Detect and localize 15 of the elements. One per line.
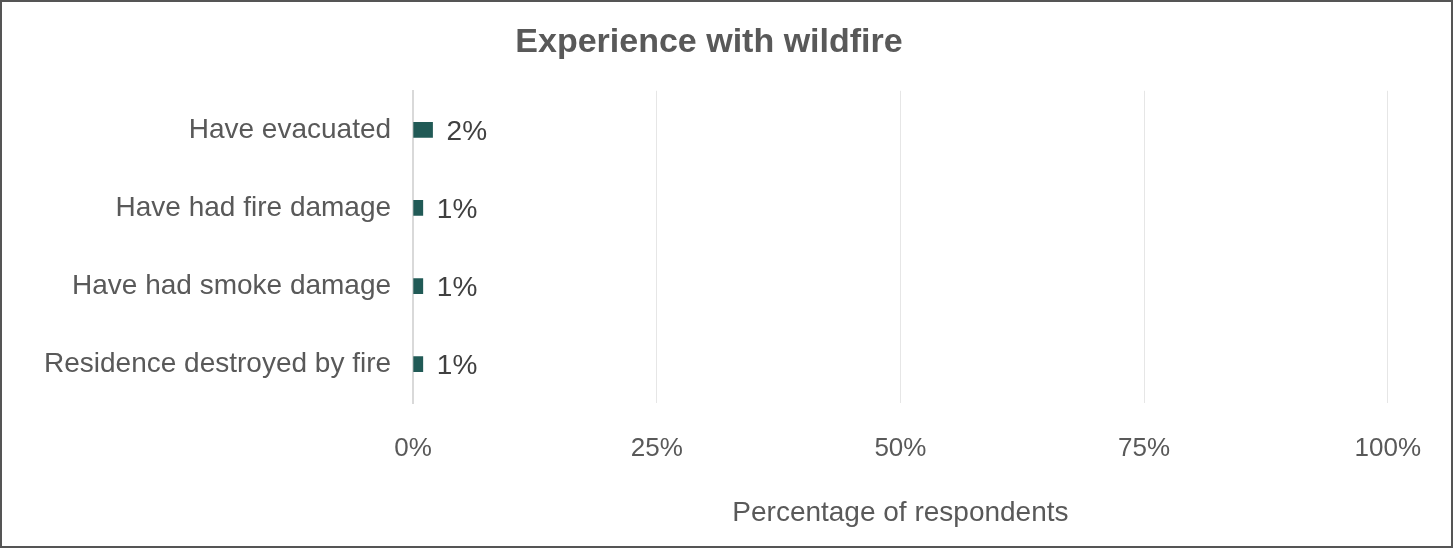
y-tick-label: Have had smoke damage: [72, 268, 392, 300]
data-label: 1%: [436, 270, 478, 302]
x-tick-label: 100%: [1354, 431, 1421, 462]
x-axis-title: Percentage of respondents: [732, 495, 1069, 527]
chart-title: Experience with wildfire: [515, 20, 903, 59]
y-tick-label: Residence destroyed by fire: [44, 346, 392, 378]
y-tick-label: Have evacuated: [188, 112, 392, 144]
x-tick-label: 50%: [874, 431, 927, 462]
data-label: 1%: [436, 348, 478, 380]
x-tick-label: 25%: [630, 431, 683, 462]
y-tick-label: Have had fire damage: [115, 190, 392, 222]
x-tick-label: 0%: [394, 431, 432, 462]
x-tick-label: 75%: [1118, 431, 1171, 462]
data-label: 1%: [436, 192, 478, 224]
data-label: 2%: [446, 114, 488, 146]
